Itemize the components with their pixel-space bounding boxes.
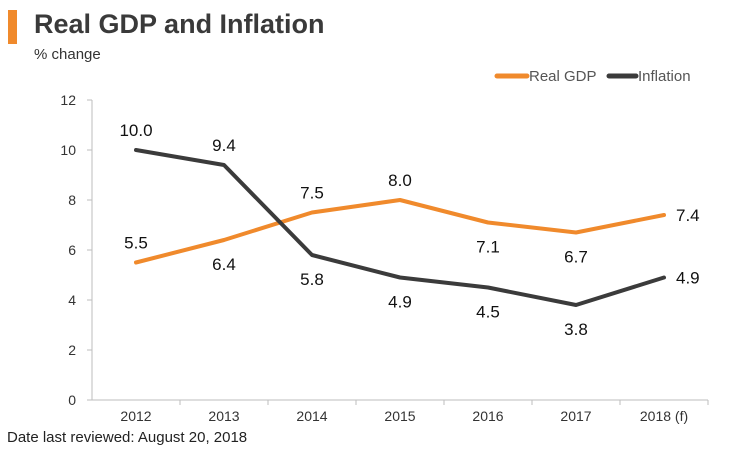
data-label: 5.5 xyxy=(124,234,148,253)
x-tick-label: 2014 xyxy=(296,408,327,424)
data-label: 4.5 xyxy=(476,303,500,322)
y-tick-label: 8 xyxy=(68,192,76,208)
data-label: 7.5 xyxy=(300,184,324,203)
y-tick-label: 12 xyxy=(60,92,76,108)
data-label: 9.4 xyxy=(212,136,236,155)
data-label: 3.8 xyxy=(564,320,588,339)
x-tick-label: 2016 xyxy=(472,408,503,424)
legend-label-inflation: Inflation xyxy=(638,68,691,85)
chart-subtitle: % change xyxy=(34,46,101,63)
data-label: 10.0 xyxy=(119,121,152,140)
x-tick-label: 2012 xyxy=(120,408,151,424)
y-tick-label: 10 xyxy=(60,142,76,158)
data-label: 6.4 xyxy=(212,255,236,274)
x-tick-label: 2015 xyxy=(384,408,415,424)
data-label: 7.1 xyxy=(476,238,500,257)
y-tick-label: 0 xyxy=(68,392,76,408)
series-line-inflation xyxy=(134,148,666,307)
y-tick-label: 6 xyxy=(68,242,76,258)
footnote: Date last reviewed: August 20, 2018 xyxy=(7,429,248,446)
series-line-real-gdp xyxy=(134,198,666,265)
x-tick-label: 2017 xyxy=(560,408,591,424)
data-label: 8.0 xyxy=(388,171,412,190)
data-label: 4.9 xyxy=(388,293,412,312)
data-label: 4.9 xyxy=(676,269,700,288)
x-tick-label: 2018 (f) xyxy=(640,408,688,424)
title-accent-bar xyxy=(8,10,17,44)
chart-title: Real GDP and Inflation xyxy=(34,9,325,39)
data-label: 6.7 xyxy=(564,248,588,267)
x-tick-label: 2013 xyxy=(208,408,239,424)
y-tick-label: 2 xyxy=(68,342,76,358)
data-label: 7.4 xyxy=(676,206,700,225)
y-tick-label: 4 xyxy=(68,292,76,308)
data-label: 5.8 xyxy=(300,270,324,289)
legend-label-real-gdp: Real GDP xyxy=(529,68,597,85)
